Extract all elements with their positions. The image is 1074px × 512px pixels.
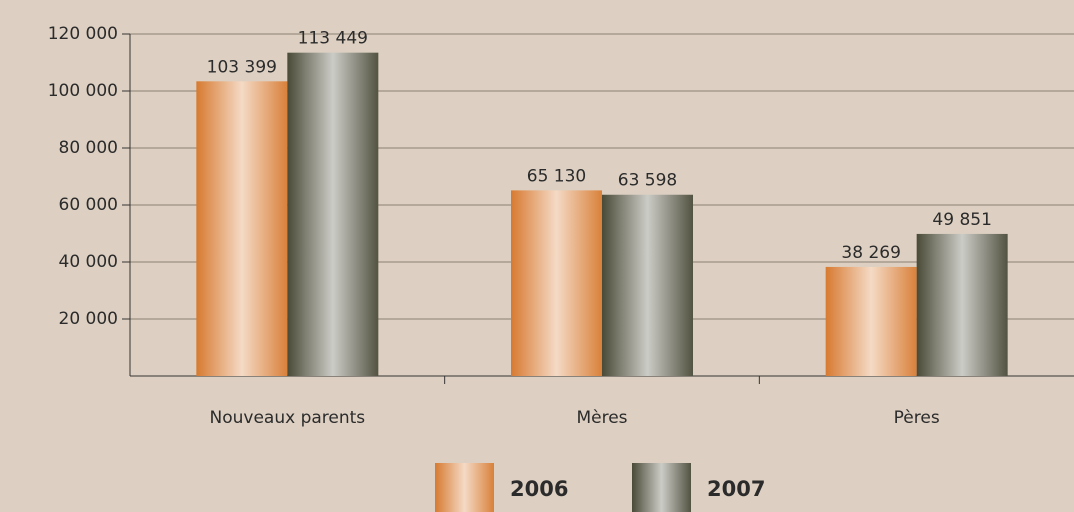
legend-swatch — [435, 463, 494, 512]
bar — [916, 233, 1008, 376]
data-label: 103 399 — [207, 57, 277, 77]
x-tick-label: Nouveaux parents — [210, 408, 366, 428]
y-tick-label: 20 000 — [59, 309, 118, 329]
y-tick-label: 80 000 — [59, 138, 118, 158]
legend-swatch — [632, 463, 691, 512]
data-label: 63 598 — [618, 171, 677, 191]
data-label: 113 449 — [298, 29, 368, 49]
bar — [602, 194, 693, 376]
bar — [196, 81, 288, 376]
bar — [825, 266, 917, 376]
bar — [287, 52, 379, 376]
y-tick-label: 40 000 — [59, 252, 118, 272]
x-tick-label: Pères — [894, 408, 940, 428]
data-label: 38 269 — [841, 243, 900, 263]
data-label: 65 130 — [527, 166, 586, 186]
x-tick-label: Mères — [576, 408, 627, 428]
data-label: 49 851 — [932, 210, 991, 230]
y-tick-label: 100 000 — [48, 81, 118, 101]
legend-label: 2006 — [510, 477, 568, 501]
y-tick-label: 120 000 — [48, 24, 118, 44]
legend-label: 2007 — [707, 477, 765, 501]
bar — [511, 190, 602, 376]
y-tick-label: 60 000 — [59, 195, 118, 215]
